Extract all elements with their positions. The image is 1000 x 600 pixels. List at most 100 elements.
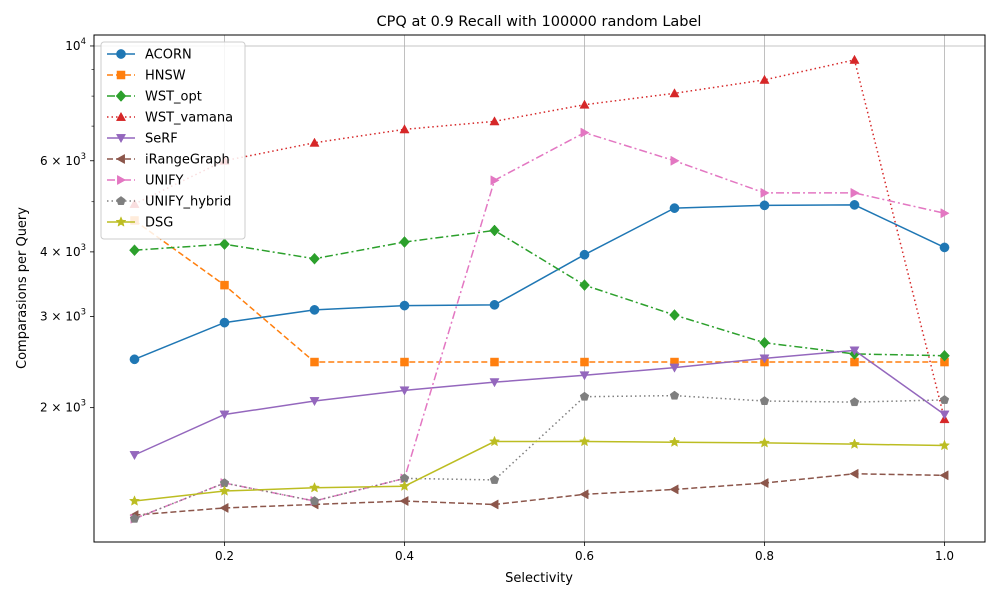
series-wst-opt (129, 224, 950, 362)
data-point-unify-hybrid (309, 496, 320, 505)
data-point-dsg (938, 439, 951, 451)
data-point-wst-opt (399, 236, 410, 248)
legend-item-dsg: DSG (107, 216, 173, 231)
y-tick-label: 2 × 103 (40, 399, 86, 415)
data-point-wst-vamana (489, 116, 500, 126)
axes: 0.2 0.4 0.6 0.8 1.0 2 × 103 3 × 103 4 × 103 6 × … (40, 37, 954, 563)
data-point-hnsw (310, 357, 319, 367)
data-point-acorn (399, 300, 410, 311)
data-point-serf (759, 354, 770, 364)
legend: ACORN HNSW WST_opt WST_vamana SeRF iRangeGrap… (100, 41, 246, 240)
legend-label: DSG (145, 216, 173, 231)
legend-item-acorn: ACORN (107, 48, 192, 63)
data-point-irangegraph (579, 489, 589, 500)
data-point-irangegraph (759, 478, 769, 489)
data-point-wst-opt (759, 336, 770, 349)
series-line-irangegraph (134, 473, 945, 516)
series-acorn (129, 200, 950, 365)
data-point-wst-vamana (399, 124, 410, 134)
legend-marker (116, 70, 126, 80)
data-point-acorn (309, 305, 320, 315)
data-point-serf (579, 371, 590, 381)
data-point-serf (939, 410, 950, 420)
series-line-unify (134, 131, 945, 520)
data-point-acorn (939, 242, 950, 253)
series-group (128, 54, 951, 524)
legend-label: UNIFY (145, 174, 184, 189)
data-point-unify (850, 187, 860, 198)
legend-marker (116, 196, 126, 205)
data-point-unify-hybrid (939, 395, 950, 404)
legend-marker (115, 111, 127, 121)
legend-item-hnsw: HNSW (107, 69, 186, 84)
data-point-wst-opt (219, 238, 230, 251)
data-point-wst-opt (939, 349, 950, 362)
data-point-irangegraph (939, 470, 949, 481)
data-point-unify-hybrid (669, 390, 680, 400)
data-point-unify-hybrid (849, 397, 860, 407)
series-line-serf (134, 349, 945, 456)
data-point-irangegraph (849, 468, 859, 479)
data-point-dsg (578, 435, 591, 447)
data-point-serf (849, 346, 860, 356)
series-dsg (128, 435, 951, 506)
data-point-acorn (849, 200, 860, 210)
series-line-wst-opt (134, 229, 945, 357)
legend-marker (116, 49, 126, 59)
series-serf (129, 346, 950, 461)
data-point-unify-hybrid (129, 513, 140, 523)
x-tick-label: 0.8 (755, 549, 774, 563)
legend-item-wst-vamana: WST_vamana (107, 111, 233, 126)
legend-item-unify: UNIFY (107, 174, 184, 189)
data-point-wst-vamana (669, 88, 680, 98)
data-point-hnsw (400, 357, 409, 367)
y-tick-label: 6 × 103 (40, 152, 86, 168)
data-point-acorn (759, 200, 770, 211)
data-point-serf (669, 363, 680, 373)
data-point-serf (399, 386, 410, 396)
data-point-wst-vamana (309, 137, 320, 147)
series-line-acorn (134, 204, 945, 361)
data-point-acorn (669, 203, 680, 213)
data-point-dsg (758, 437, 771, 448)
data-point-serf (309, 397, 320, 407)
x-tick-label: 0.6 (575, 549, 594, 563)
series-line-hnsw (134, 219, 945, 363)
series-line-wst-vamana (134, 58, 946, 420)
data-point-acorn (489, 300, 500, 310)
legend-item-serf: SeRF (107, 132, 178, 147)
data-point-wst-opt (309, 252, 320, 265)
series-line-unify-hybrid (134, 394, 945, 520)
legend-label: HNSW (145, 69, 186, 84)
data-point-unify (670, 155, 680, 166)
legend-label: UNIFY_hybrid (145, 195, 231, 210)
data-point-unify-hybrid (489, 475, 500, 484)
legend-item-wst-opt: WST_opt (107, 90, 202, 105)
series-irangegraph (129, 468, 949, 521)
data-point-dsg (488, 435, 501, 447)
data-point-irangegraph (669, 484, 679, 495)
data-point-acorn (219, 317, 230, 328)
data-point-serf (219, 410, 230, 420)
data-point-wst-opt (489, 224, 500, 237)
data-point-unify (760, 187, 770, 198)
data-point-wst-opt (129, 244, 140, 257)
data-point-unify-hybrid (579, 391, 590, 401)
data-point-serf (489, 378, 500, 388)
legend-label: SeRF (145, 132, 178, 147)
x-tick-label: 0.4 (395, 549, 414, 563)
y-tick-label: 104 (65, 37, 86, 53)
data-point-hnsw (580, 357, 589, 367)
data-point-dsg (218, 485, 231, 496)
data-point-wst-opt (579, 279, 590, 291)
data-point-irangegraph (489, 499, 499, 510)
x-axis-label: Selectivity (505, 571, 573, 586)
legend-box (100, 41, 246, 240)
data-point-hnsw (490, 357, 499, 367)
series-line-dsg (134, 440, 945, 502)
plot-frame (93, 34, 986, 543)
legend-marker (117, 174, 127, 186)
data-point-acorn (129, 354, 140, 365)
y-tick-label: 4 × 103 (40, 243, 86, 259)
